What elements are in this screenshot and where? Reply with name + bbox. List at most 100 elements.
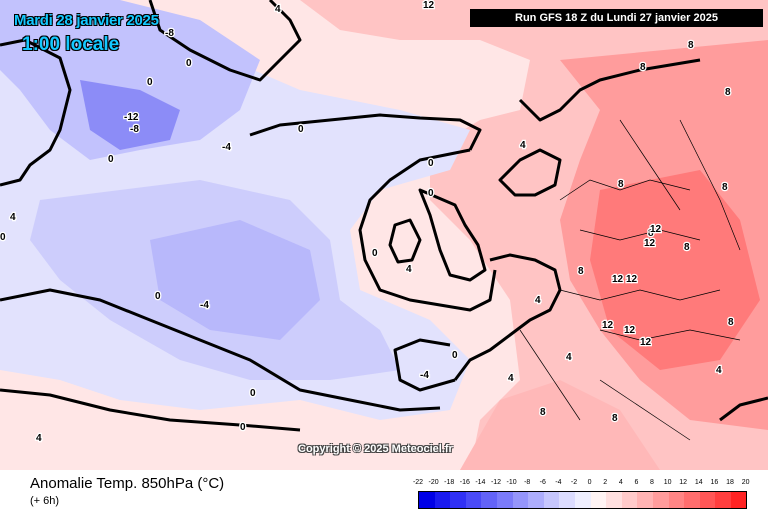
- contour-label: 8: [612, 413, 618, 424]
- legend-tick-label: 18: [726, 479, 734, 486]
- legend-tick-label: 10: [663, 479, 672, 486]
- contour-label: 12: [640, 337, 652, 348]
- legend-tick-label: -20: [428, 479, 439, 486]
- legend-tick-label: -12: [490, 479, 502, 486]
- contour-label: -4: [200, 300, 209, 311]
- iberia-north-coast: [393, 338, 456, 392]
- contour-label: -4: [222, 142, 231, 153]
- legend-tick-label: -22: [412, 479, 424, 486]
- greenland-east-coast: [148, 0, 302, 82]
- ireland-coast: [388, 218, 422, 264]
- legend-tick-label: 14: [694, 479, 703, 486]
- legend-tick-label: 16: [710, 479, 719, 486]
- legend-color-swatch: [512, 492, 529, 508]
- contour-label: 0: [147, 77, 153, 88]
- legend-color-swatch: [684, 492, 700, 508]
- legend-tick-label: -14: [475, 479, 486, 486]
- borders: [519, 119, 741, 441]
- legend-tick-label: -4: [555, 479, 562, 486]
- legend-color-swatch: [637, 492, 653, 508]
- greenland-cold-core: [80, 80, 180, 150]
- contour-label: 8: [684, 242, 690, 253]
- legend-color-swatch: [621, 492, 638, 508]
- legend-color-swatch: [559, 492, 575, 508]
- contour-label: 0: [155, 291, 161, 302]
- great-britain-coast: [418, 188, 487, 282]
- contour-label: 0: [428, 158, 434, 169]
- legend-tick-label: -18: [444, 479, 455, 486]
- contour-label: -12: [124, 112, 139, 123]
- contour-label: 4: [275, 4, 281, 15]
- contour-label: 8: [578, 266, 584, 277]
- warm-anomaly-max: [590, 170, 760, 370]
- contour-labels: -12 -8 -8 -4 -4 -4 0 0 0 0 0 0 0 0 0 0 0…: [0, 0, 735, 445]
- france-atlantic-coast: [453, 253, 562, 381]
- legend-tick-label: 4: [618, 479, 623, 486]
- legend-color-swatch: [481, 492, 497, 508]
- legend-color-swatch: [699, 492, 716, 508]
- legend-tick-label: -10: [506, 479, 517, 486]
- contour-label: -8: [165, 28, 174, 39]
- contour-label: 0: [0, 232, 6, 243]
- contour-label: 4: [36, 433, 42, 444]
- greenland-cold-zone: [0, 0, 260, 160]
- ocean-contour-east: [358, 148, 497, 312]
- border-line-6: [679, 119, 741, 251]
- scandinavia-south-coast: [498, 148, 562, 197]
- scandinavia-coast-north: [518, 58, 701, 122]
- border-line-1: [559, 289, 721, 301]
- legend-color-swatch: [606, 492, 622, 508]
- contour-label: 8: [640, 62, 646, 73]
- contour-label: 12: [644, 238, 656, 249]
- border-line-8: [599, 379, 691, 441]
- border-line-4: [559, 179, 691, 201]
- contour-label: 4: [10, 212, 16, 223]
- legend-color-swatch: [434, 492, 451, 508]
- legend-color-swatch: [419, 492, 435, 508]
- cold-anomaly-inner: [150, 220, 320, 340]
- legend-tick-label: 20: [741, 479, 750, 486]
- model-run-banner: Run GFS 18 Z du Lundi 27 janvier 2025: [470, 9, 763, 27]
- legend-color-swatch: [528, 492, 544, 508]
- greenland-west-coast: [0, 38, 72, 187]
- legend-color-swatch: [715, 492, 731, 508]
- contour-label: 12: [423, 0, 435, 11]
- map-canvas: -12 -8 -8 -4 -4 -4 0 0 0 0 0 0 0 0 0 0 0…: [0, 0, 768, 470]
- anomaly-map: -12 -8 -8 -4 -4 -4 0 0 0 0 0 0 0 0 0 0 0…: [0, 0, 768, 470]
- contour-label: 0: [250, 388, 256, 399]
- cold-front-contour: [0, 288, 441, 412]
- contour-label: 8: [722, 182, 728, 193]
- southern-contour: [0, 388, 301, 432]
- footer-bar: Anomalie Temp. 850hPa (°C) (+ 6h) -22 -20…: [0, 470, 768, 512]
- legend-tick-label: 6: [634, 479, 639, 486]
- contour-label: 12: [602, 320, 614, 331]
- contour-label: 4: [520, 140, 526, 151]
- contour-label: 4: [508, 373, 514, 384]
- contour-label: 0: [298, 124, 304, 135]
- contour-label: 8: [618, 179, 624, 190]
- border-line-3: [599, 329, 741, 341]
- legend-color-swatch: [543, 492, 560, 508]
- legend-color-bar: [418, 491, 748, 509]
- contour-label: 8: [725, 87, 731, 98]
- contour-label: 0: [372, 248, 378, 259]
- forecast-date: Mardi 28 janvier 2025: [14, 12, 159, 29]
- contour-label: 8: [648, 228, 654, 239]
- copyright-notice: Copyright © 2025 Meteociel.fr: [298, 443, 453, 455]
- contour-label: 4: [716, 365, 722, 376]
- contour-label: 4: [566, 352, 572, 363]
- contour-label: 12: [626, 274, 638, 285]
- contour-label: -8: [130, 124, 139, 135]
- border-line-2: [579, 229, 701, 241]
- contour-label: 8: [540, 407, 546, 418]
- legend-color-swatch: [652, 492, 669, 508]
- contour-label: 0: [428, 188, 434, 199]
- legend-tick-label: -16: [459, 479, 470, 486]
- variable-title: Anomalie Temp. 850hPa (°C): [30, 475, 225, 492]
- southeast-coast: [719, 396, 768, 422]
- legend-tick-label: 12: [679, 479, 688, 486]
- contour-label: 0: [240, 422, 246, 433]
- contour-label: 0: [108, 154, 114, 165]
- forecast-step: (+ 6h): [30, 495, 60, 507]
- iceland-arc: [249, 113, 482, 151]
